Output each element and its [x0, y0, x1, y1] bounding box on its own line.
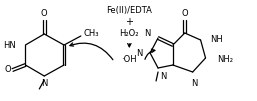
Text: NH₂: NH₂ — [217, 55, 233, 64]
Text: H₂O₂: H₂O₂ — [120, 28, 139, 37]
Text: N: N — [41, 79, 48, 88]
Text: N: N — [191, 79, 198, 88]
Text: CH₃: CH₃ — [84, 28, 99, 37]
Text: N: N — [136, 48, 142, 57]
Text: +: + — [125, 17, 133, 27]
Text: O: O — [181, 9, 188, 18]
Text: N: N — [160, 72, 166, 81]
Text: Fe(II)/EDTA: Fe(II)/EDTA — [106, 5, 152, 15]
Text: O: O — [41, 9, 48, 18]
Text: NH: NH — [210, 35, 223, 44]
Text: HN: HN — [3, 41, 15, 49]
Text: N: N — [144, 29, 150, 38]
Text: O: O — [4, 66, 11, 75]
Text: ·OH: ·OH — [122, 56, 137, 65]
